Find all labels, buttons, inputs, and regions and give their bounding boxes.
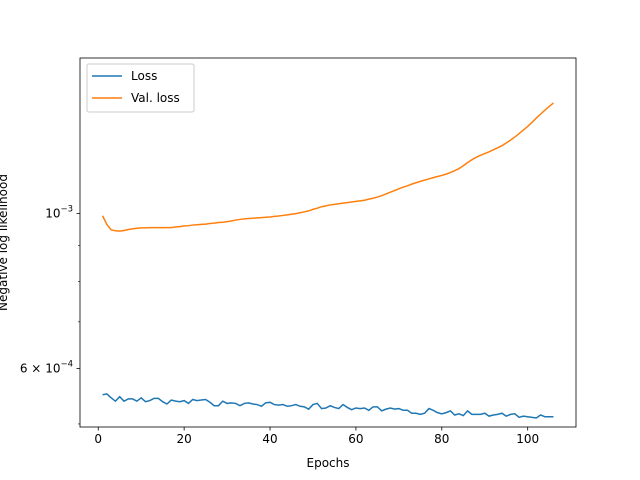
y-axis-ticks: 10−3 6 × 10−4 — [20, 205, 80, 425]
y-tick-label: 10−3 — [45, 205, 73, 221]
x-tick-label: 20 — [176, 432, 191, 446]
y-tick-label: 6 × 10−4 — [20, 360, 73, 376]
plot-area — [79, 57, 577, 428]
x-axis-ticks: 0 20 40 60 80 100 — [94, 427, 539, 446]
series-layer — [101, 102, 554, 419]
x-tick-label: 60 — [348, 432, 363, 446]
legend-label-2: Val. loss — [131, 91, 180, 105]
y-axis-label: Negative log likelihood — [0, 174, 10, 311]
legend: Loss Val. loss — [86, 63, 195, 113]
x-tick-label: 0 — [94, 432, 102, 446]
x-tick-label: 80 — [434, 432, 449, 446]
axes-frame — [79, 57, 577, 428]
x-tick-label: 100 — [516, 432, 539, 446]
legend-label-1: Loss — [131, 69, 157, 83]
x-axis-label: Epochs — [307, 456, 350, 470]
series-line-1 — [102, 393, 554, 419]
x-tick-label: 40 — [262, 432, 277, 446]
series-line-2 — [101, 102, 554, 232]
